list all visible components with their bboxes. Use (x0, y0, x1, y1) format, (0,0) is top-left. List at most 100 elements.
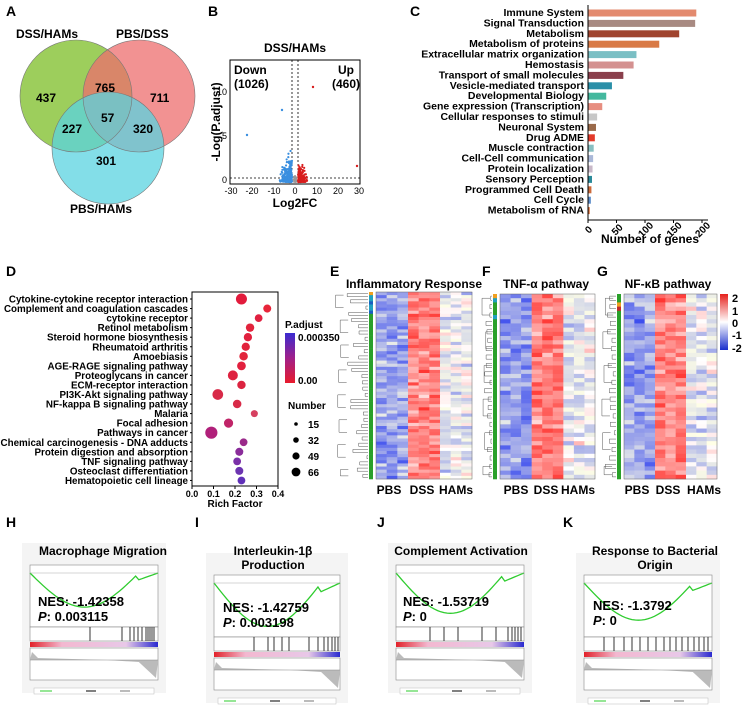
heatmap-cell (532, 378, 543, 383)
dendrogram-branch (363, 387, 368, 390)
heatmap-cell (574, 374, 585, 379)
panel-label-d: D (6, 263, 16, 279)
row-annotation-cell (493, 466, 497, 471)
heatmap-cell (521, 294, 532, 299)
heatmap-cell (574, 298, 585, 303)
heatmap-cell (461, 370, 472, 373)
volcano-xtick: -10 (267, 186, 280, 196)
reactome-bar (588, 166, 593, 173)
row-annotation-cell (617, 319, 621, 324)
dendrogram-branch (357, 468, 368, 471)
heatmap-cell (500, 466, 511, 471)
heatmap-cell (440, 389, 451, 392)
heatmap-cell (440, 398, 451, 401)
heatmap-cell (634, 412, 645, 417)
heatmap-cell (419, 382, 430, 385)
heatmap-cell (419, 429, 430, 432)
row-annotation-cell (493, 475, 497, 480)
heatmap-cell (461, 333, 472, 336)
heatmap-cell (676, 349, 687, 354)
heatmap-cell (634, 475, 645, 480)
heatmap-cell (387, 392, 398, 395)
heatmap-cell (532, 307, 543, 312)
heatmap-cell (553, 361, 564, 366)
heatmap-cell (624, 387, 635, 392)
kegg-bubble (255, 314, 263, 322)
heatmap-cell (584, 399, 595, 404)
heatmap-cell (634, 445, 645, 450)
heatmap-cell (408, 448, 419, 451)
heatmap-cell (397, 432, 408, 435)
heatmap-cell (563, 344, 574, 349)
heatmap-cell (451, 311, 462, 314)
heatmap-cell (387, 323, 398, 326)
heatmap-cell (624, 336, 635, 341)
heatmap-cell (451, 404, 462, 407)
heatmap-cell (429, 314, 440, 317)
row-annotation-cell (369, 401, 373, 404)
heatmap-cell (451, 314, 462, 317)
heatmap-cell (634, 437, 645, 442)
row-annotation-cell (369, 320, 373, 323)
heatmap-cell (707, 336, 718, 341)
heatmap-cell (624, 311, 635, 316)
heatmap-cell (584, 353, 595, 358)
kegg-xtick: 0.2 (229, 489, 242, 499)
row-annotation-cell (617, 315, 621, 320)
heatmap-cell (461, 442, 472, 445)
row-annotation-cell (369, 301, 373, 304)
heatmap-f-group: PBS (504, 483, 529, 497)
heatmap-cell (397, 379, 408, 382)
dendrogram-branch (491, 439, 492, 443)
heatmap-cell (624, 471, 635, 476)
heatmap-cell (419, 398, 430, 401)
heatmap-cell (584, 336, 595, 341)
heatmap-cell (686, 445, 697, 450)
row-annotation-cell (493, 332, 497, 337)
heatmap-cell (553, 471, 564, 476)
dendrogram-branch (611, 347, 616, 351)
heatmap-cell (686, 370, 697, 375)
heatmap-cell (532, 475, 543, 480)
heatmap-cell (387, 470, 398, 473)
heatmap-cell (376, 414, 387, 417)
kegg-bubble (244, 333, 252, 341)
heatmap-cell (707, 420, 718, 425)
kegg-xtick: 0.1 (207, 489, 220, 499)
dendrogram-branch (352, 368, 368, 371)
heatmap-cell (532, 353, 543, 358)
volcano-point-down (246, 134, 248, 136)
heatmap-cell (553, 462, 564, 467)
heatmap-cell (532, 357, 543, 362)
heatmap-cell (408, 407, 419, 410)
gsea-ranked-metric-area (214, 658, 340, 690)
volcano-point-ns (292, 179, 294, 181)
heatmap-cell (511, 340, 522, 345)
kegg-xlabel: Rich Factor (207, 499, 262, 510)
heatmap-cell (553, 437, 564, 442)
heatmap-cell (500, 437, 511, 442)
heatmap-cell (686, 437, 697, 442)
heatmap-cell (645, 361, 656, 366)
heatmap-cell (521, 349, 532, 354)
heatmap-cell (655, 382, 666, 387)
heatmap-cell (542, 416, 553, 421)
heatmap-cell (574, 365, 585, 370)
heatmap-cell (707, 387, 718, 392)
heatmap-cell (584, 311, 595, 316)
heatmap-cell (451, 410, 462, 413)
heatmap-cell (451, 348, 462, 351)
heatmap-cell (624, 399, 635, 404)
heatmap-cell (655, 307, 666, 312)
row-annotation-cell (617, 332, 621, 337)
heatmap-cell (429, 370, 440, 373)
dendrogram-branch (486, 332, 494, 349)
heatmap-cell (676, 323, 687, 328)
heatmap-cell (563, 332, 574, 337)
row-annotation-cell (369, 323, 373, 326)
heatmap-cell (676, 328, 687, 333)
reactome-bar (588, 134, 595, 141)
heatmap-cell (665, 458, 676, 463)
heatmap-cell (511, 302, 522, 307)
heatmap-cell (419, 410, 430, 413)
